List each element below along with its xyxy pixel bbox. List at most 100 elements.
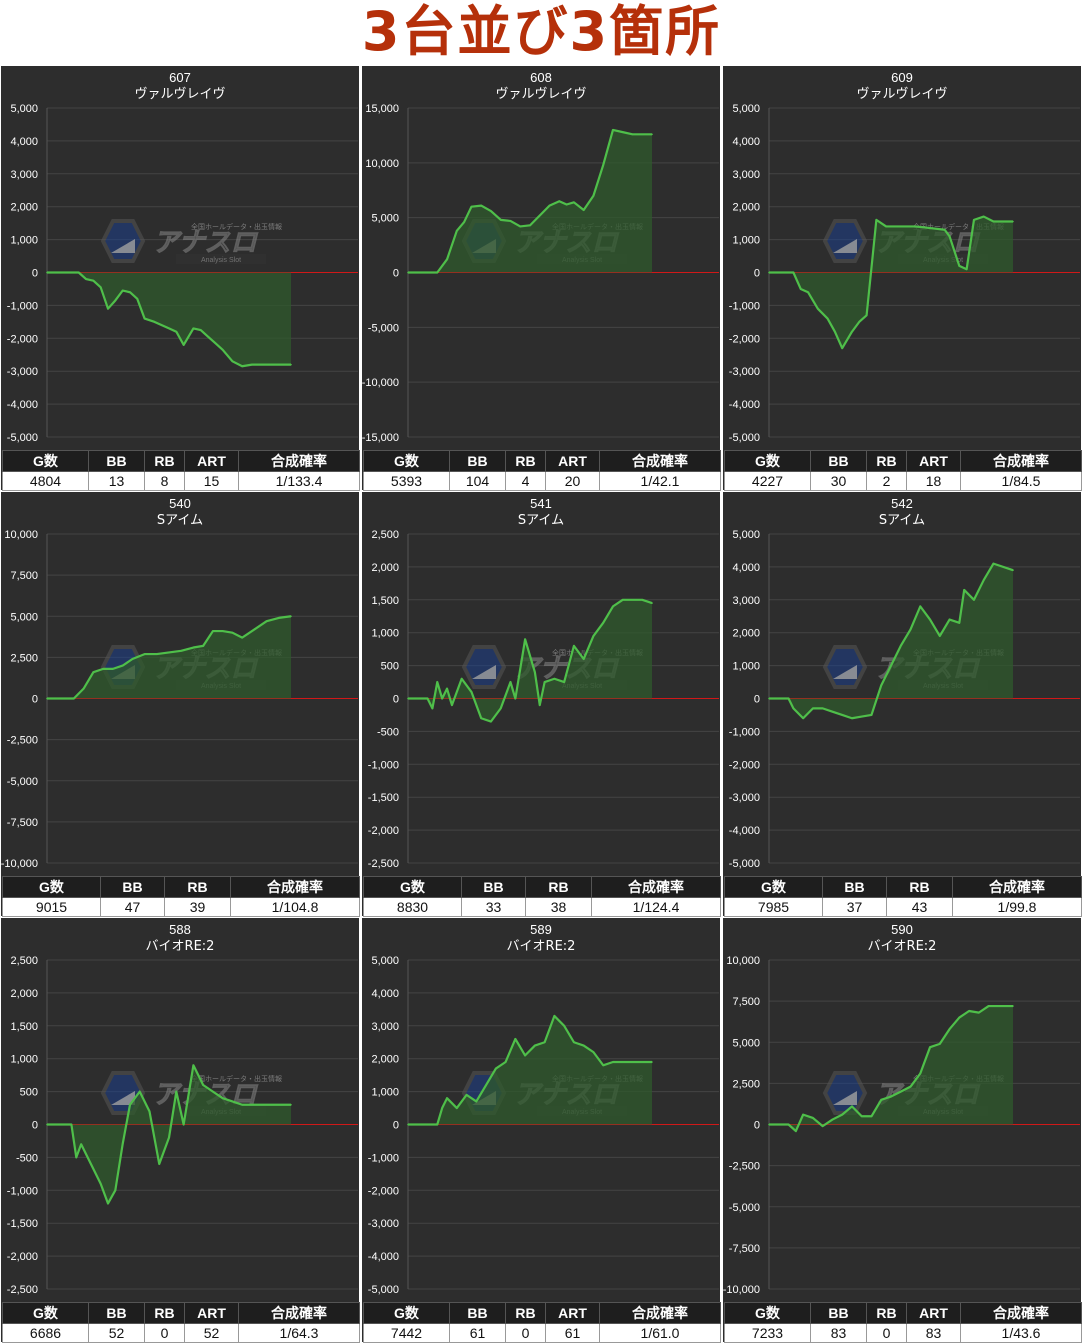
y-tick-label: -1,000 [7, 300, 38, 312]
stats-value-cell: 4227 [724, 471, 811, 491]
machine-model: Sアイム [157, 513, 203, 528]
chart-panel-589: 589 バイオRE:2 -5,000 -4,000 -3,000 -2,000 -1,000… [362, 918, 721, 1343]
data-point [529, 224, 531, 227]
y-tick-label: 1,000 [10, 235, 38, 247]
y-tick-label: -4,000 [7, 399, 38, 411]
series-area [408, 599, 652, 722]
data-point [612, 1061, 614, 1063]
data-point [880, 1099, 883, 1101]
stats-value-cell: 7233 [724, 1323, 811, 1343]
stats-header-cell: G数 [363, 1302, 450, 1324]
data-point [904, 225, 907, 228]
data-point [651, 602, 653, 604]
data-point [280, 1103, 283, 1106]
data-point [85, 278, 87, 280]
y-tick-label: 0 [393, 1120, 399, 1132]
data-point [73, 697, 75, 700]
data-point [621, 599, 624, 601]
stats-header-cell: BB [100, 876, 165, 898]
stats-header-cell: RB [525, 876, 592, 898]
watermark-brand: アナスロ [153, 228, 258, 258]
y-tick-label: 7,500 [732, 996, 760, 1008]
data-point [929, 618, 931, 621]
y-tick-label: -5,000 [729, 432, 760, 444]
data-point [90, 1163, 92, 1165]
y-tick-label: 1,000 [371, 628, 399, 640]
y-tick-label: -4,000 [729, 825, 760, 837]
data-point [153, 321, 156, 323]
data-point [812, 707, 814, 710]
data-point [99, 1182, 102, 1185]
data-point [982, 579, 985, 581]
data-point [621, 131, 624, 133]
data-point [534, 1044, 536, 1047]
data-point [841, 347, 843, 349]
data-point [202, 645, 204, 647]
data-point [948, 235, 951, 238]
stats-value-row: 9015 47 39 1/104.8 [2, 897, 360, 917]
stats-header-cell: G数 [363, 876, 462, 898]
stats-header-cell: BB [461, 876, 526, 898]
chart-panel-542: 542 Sアイム -5,000 -4,000 -3,000 -2,000 -1,000 0 1,… [723, 492, 1082, 917]
stats-value-cell: 0 [866, 1323, 907, 1343]
data-point [519, 225, 522, 228]
data-point [1002, 220, 1005, 223]
data-point [485, 1084, 487, 1086]
chart-panel-540: 540 Sアイム -10,000 -7,500 -5,000 -2,500 0 2,500 5,… [1, 492, 360, 917]
data-point [143, 317, 146, 320]
stats-value-cell: 8 [144, 471, 185, 491]
data-point [92, 279, 95, 282]
data-point [890, 664, 892, 667]
data-point [602, 164, 604, 166]
y-tick-label: -2,000 [729, 333, 760, 345]
y-tick-label: 5,000 [10, 103, 38, 115]
chart-svg: 590 バイオRE:2 -10,000 -7,500 -5,000 -2,500 0 2,50… [723, 922, 1080, 1296]
data-point [70, 271, 73, 274]
series-line [769, 562, 1014, 720]
y-tick-label: -2,500 [7, 735, 38, 747]
data-point [992, 562, 995, 565]
stats-header-cell: G数 [363, 450, 450, 472]
stats-value-cell: 83 [810, 1323, 867, 1343]
data-point [114, 1189, 117, 1192]
y-tick-label: 1,000 [732, 661, 760, 673]
chart-panel-608: 608 ヴァルヴレイヴ -15,000 -10,000 -5,000 0 5,000 10,0… [362, 66, 721, 491]
stats-header-cell: RB [866, 450, 907, 472]
data-point [46, 271, 48, 274]
data-point [121, 289, 124, 292]
data-point [958, 265, 961, 267]
y-tick-label: 2,000 [371, 562, 399, 574]
data-point [860, 1115, 863, 1118]
stats-value-cell: 8830 [363, 897, 462, 917]
stats-value-cell: 1/124.4 [591, 897, 721, 917]
data-point [446, 687, 448, 690]
data-point [156, 653, 158, 655]
y-tick-label: -5,000 [7, 432, 38, 444]
stats-value-row: 8830 33 38 1/124.4 [363, 897, 721, 917]
y-tick-label: -5,000 [729, 1202, 760, 1214]
y-tick-label: 5,000 [10, 611, 38, 623]
data-point [807, 291, 809, 294]
stats-value-cell: 6686 [2, 1323, 89, 1343]
y-tick-label: 1,000 [371, 1087, 399, 1099]
stats-value-cell: 61 [545, 1323, 600, 1343]
data-point [514, 1038, 517, 1040]
y-tick-label: -2,000 [7, 1251, 38, 1263]
stats-value-row: 6686 52 0 52 1/64.3 [2, 1323, 360, 1343]
y-tick-label: -7,500 [7, 817, 38, 829]
stats-header-cell: RB [144, 450, 185, 472]
data-point [817, 307, 819, 310]
data-point [651, 133, 653, 136]
data-point [499, 707, 502, 710]
data-point [592, 635, 595, 637]
data-point [175, 1090, 178, 1093]
data-point [795, 1130, 797, 1132]
data-point [553, 677, 556, 680]
data-point [463, 221, 465, 223]
stats-value-row: 4227 30 2 18 1/84.5 [724, 471, 1082, 491]
stats-header-cell: ART [545, 1302, 600, 1324]
chart-svg: 541 Sアイム -2,500 -2,000 -1,500 -1,000 -500 0 500 1… [368, 496, 719, 870]
data-point [641, 599, 644, 601]
y-tick-label: 5,000 [371, 955, 399, 967]
